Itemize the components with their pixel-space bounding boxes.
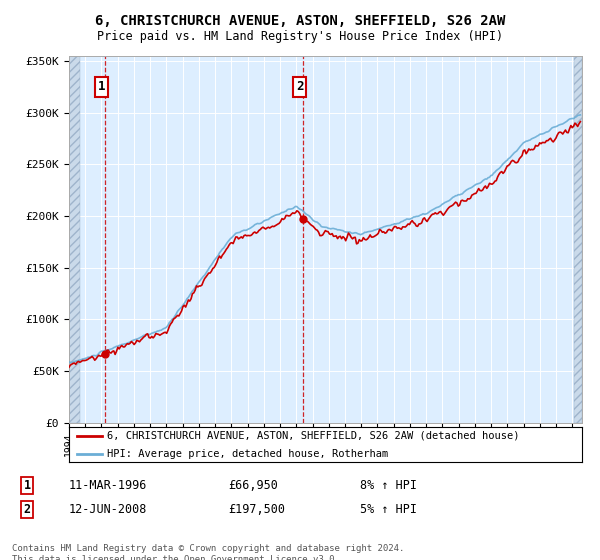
Text: 5% ↑ HPI: 5% ↑ HPI bbox=[360, 503, 417, 516]
Text: 2: 2 bbox=[296, 81, 303, 94]
Text: 12-JUN-2008: 12-JUN-2008 bbox=[69, 503, 148, 516]
Text: 1: 1 bbox=[23, 479, 31, 492]
Text: 2: 2 bbox=[23, 503, 31, 516]
Text: 8% ↑ HPI: 8% ↑ HPI bbox=[360, 479, 417, 492]
Text: HPI: Average price, detached house, Rotherham: HPI: Average price, detached house, Roth… bbox=[107, 449, 389, 459]
Text: 6, CHRISTCHURCH AVENUE, ASTON, SHEFFIELD, S26 2AW: 6, CHRISTCHURCH AVENUE, ASTON, SHEFFIELD… bbox=[95, 14, 505, 28]
Text: Contains HM Land Registry data © Crown copyright and database right 2024.
This d: Contains HM Land Registry data © Crown c… bbox=[12, 544, 404, 560]
Text: £66,950: £66,950 bbox=[228, 479, 278, 492]
Text: 11-MAR-1996: 11-MAR-1996 bbox=[69, 479, 148, 492]
Text: 6, CHRISTCHURCH AVENUE, ASTON, SHEFFIELD, S26 2AW (detached house): 6, CHRISTCHURCH AVENUE, ASTON, SHEFFIELD… bbox=[107, 431, 520, 441]
Text: 1: 1 bbox=[98, 81, 105, 94]
Text: Price paid vs. HM Land Registry's House Price Index (HPI): Price paid vs. HM Land Registry's House … bbox=[97, 30, 503, 43]
Text: £197,500: £197,500 bbox=[228, 503, 285, 516]
